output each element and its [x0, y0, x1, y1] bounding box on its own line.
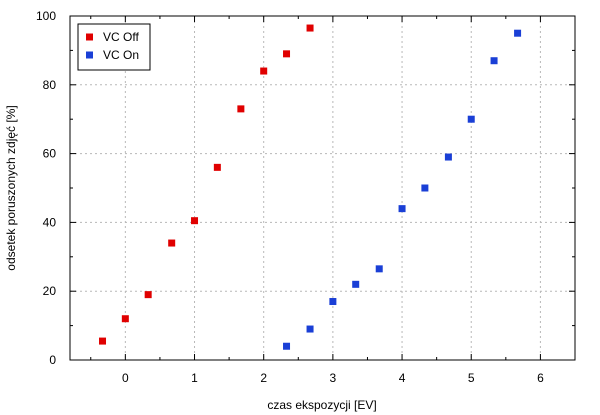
point-vc-on [306, 325, 314, 333]
y-tick-label: 40 [43, 215, 57, 229]
x-tick-label: 6 [537, 371, 544, 385]
point-vc-on [352, 280, 360, 288]
legend: VC Off VC On [77, 23, 151, 71]
legend-marker [86, 33, 93, 41]
legend-label: VC Off [103, 30, 139, 44]
legend-marker [86, 51, 93, 59]
point-vc-off [191, 217, 199, 225]
point-vc-off [121, 315, 129, 323]
legend-box [77, 23, 151, 71]
point-vc-on [375, 265, 383, 273]
point-vc-off [283, 50, 291, 58]
legend-label: VC On [103, 48, 139, 62]
y-axis-label: odsetek poruszonych zdjęć [%] [4, 105, 18, 270]
x-tick-label: 2 [260, 371, 267, 385]
y-tick-label: 60 [43, 147, 57, 161]
point-vc-on [490, 57, 498, 65]
y-tick-label: 20 [43, 284, 57, 298]
axis-ticks [70, 15, 576, 361]
x-tick-label: 0 [122, 371, 129, 385]
point-vc-on [514, 29, 522, 37]
point-vc-off [260, 67, 268, 75]
point-vc-on [444, 153, 452, 161]
point-vc-on [398, 205, 406, 213]
point-vc-off [144, 291, 152, 299]
y-tick-label: 0 [49, 353, 56, 367]
x-tick-label: 5 [468, 371, 475, 385]
grid [70, 16, 575, 360]
y-tick-label: 80 [43, 78, 57, 92]
point-vc-off [99, 337, 107, 345]
point-vc-on [329, 298, 337, 306]
x-tick-label: 4 [399, 371, 406, 385]
data-points [99, 24, 522, 350]
point-vc-on [283, 342, 291, 350]
point-vc-on [467, 115, 475, 123]
point-vc-on [421, 184, 429, 192]
x-tick-label: 3 [330, 371, 337, 385]
point-vc-off [237, 105, 245, 113]
point-vc-off [213, 163, 221, 171]
point-vc-off [306, 24, 314, 32]
y-tick-label: 100 [36, 9, 56, 23]
x-axis-label: czas ekspozycji [EV] [267, 398, 376, 412]
point-vc-off [168, 239, 176, 247]
x-tick-label: 1 [191, 371, 198, 385]
